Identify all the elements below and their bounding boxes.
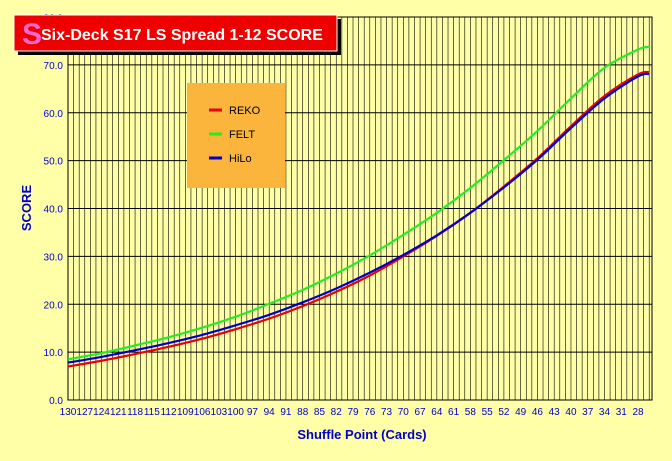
series-line-hilo — [67, 72, 650, 364]
y-tick-labels: 0.010.020.030.040.050.060.070.080.0 — [44, 13, 64, 407]
x-tick-label: 97 — [247, 407, 259, 418]
x-tick-labels: 130 127 124 121 118 115 112 109 106 103 100 97 94 91 8… — [60, 407, 644, 418]
y-tick-label: 20.0 — [44, 300, 64, 311]
x-tick-label: 115 — [144, 407, 160, 418]
x-tick-label: 34 — [599, 407, 611, 418]
y-tick-label: 30.0 — [44, 252, 64, 263]
x-tick-label: 106 — [194, 407, 211, 418]
legend-box — [187, 83, 285, 188]
y-axis-label: SCORE — [19, 185, 34, 232]
legend-label-felt: FELT — [229, 129, 255, 141]
x-tick-label: 37 — [582, 407, 594, 418]
x-tick-label: 76 — [364, 407, 376, 418]
y-tick-label: 50.0 — [44, 157, 64, 168]
x-tick-label: 70 — [398, 407, 410, 418]
chart-title-box: S Six-Deck S17 LS Spread 1-12 SCORE — [13, 14, 341, 55]
x-tick-label: 55 — [482, 407, 494, 418]
chart-title: Six-Deck S17 LS Spread 1-12 SCORE — [41, 27, 323, 44]
x-tick-label: 88 — [297, 407, 309, 418]
legend-label-hilo: HiLo — [229, 153, 252, 165]
x-tick-label: 94 — [264, 407, 276, 418]
x-tick-label: 52 — [498, 407, 510, 418]
y-tick-label: 10.0 — [44, 348, 64, 359]
x-tick-label: 109 — [177, 407, 194, 418]
x-tick-label: 58 — [465, 407, 477, 418]
x-tick-label: 127 — [76, 407, 93, 418]
x-tick-label: 118 — [127, 407, 143, 418]
series-line-reko — [67, 70, 650, 368]
x-tick-label: 100 — [227, 407, 244, 418]
x-tick-label: 112 — [161, 407, 177, 418]
series-layer — [67, 45, 650, 368]
x-tick-label: 79 — [347, 407, 359, 418]
x-tick-label: 61 — [448, 407, 460, 418]
grid-lines — [67, 16, 652, 401]
x-tick-label: 46 — [532, 407, 544, 418]
x-tick-label: 91 — [280, 407, 292, 418]
legend: REKO FELT HiLo — [187, 83, 285, 188]
x-tick-label: 103 — [211, 407, 228, 418]
title-logo-icon: S — [22, 18, 42, 51]
x-tick-label: 82 — [331, 407, 343, 418]
x-tick-label: 43 — [549, 407, 561, 418]
x-tick-label: 49 — [515, 407, 527, 418]
series-line-felt — [67, 45, 650, 361]
x-tick-label: 73 — [381, 407, 393, 418]
y-tick-label: 0.0 — [49, 396, 63, 407]
x-tick-label: 31 — [616, 407, 628, 418]
x-tick-label: 124 — [93, 407, 110, 418]
y-tick-label: 70.0 — [44, 61, 64, 72]
x-tick-label: 121 — [110, 407, 127, 418]
legend-label-reko: REKO — [229, 105, 261, 117]
y-tick-label: 60.0 — [44, 109, 64, 120]
x-tick-label: 28 — [632, 407, 644, 418]
x-tick-label: 40 — [565, 407, 577, 418]
x-tick-label: 85 — [314, 407, 326, 418]
y-tick-label: 40.0 — [44, 205, 64, 216]
x-axis-label: Shuffle Point (Cards) — [297, 427, 426, 442]
x-tick-label: 67 — [415, 407, 427, 418]
x-tick-label: 130 — [60, 407, 77, 418]
x-tick-label: 64 — [431, 407, 443, 418]
